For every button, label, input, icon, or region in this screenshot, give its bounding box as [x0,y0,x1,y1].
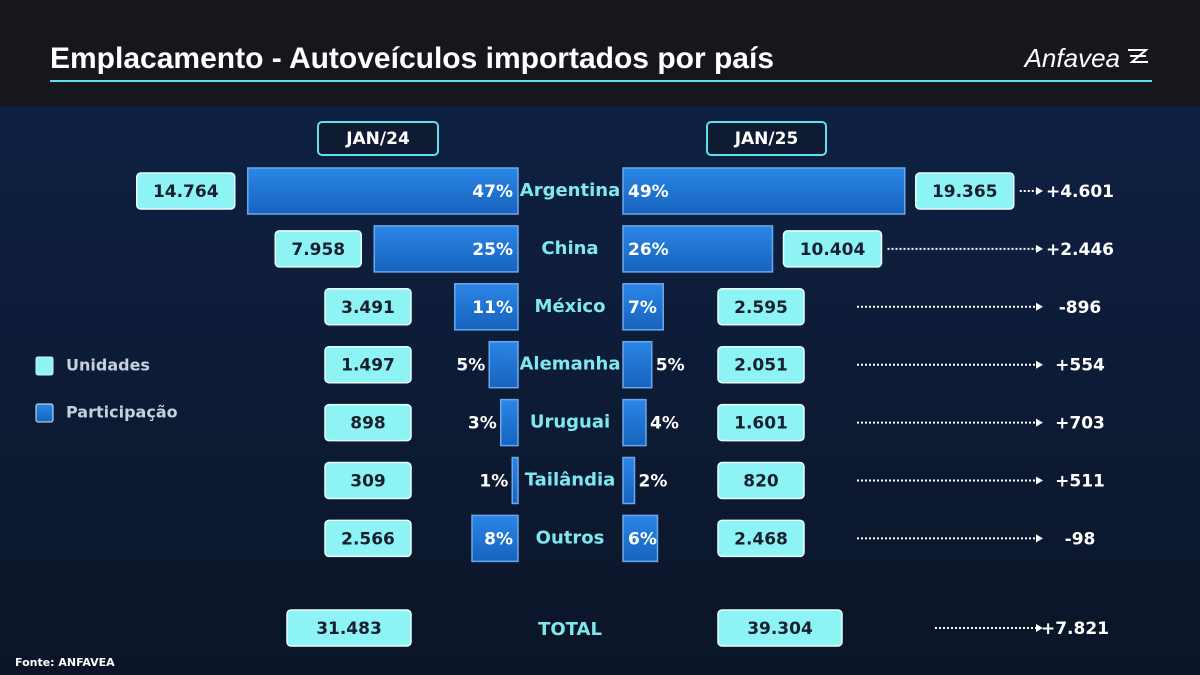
unit-box [717,345,805,384]
unit-box [717,403,805,442]
unit-label: 309 [350,472,386,492]
unit-box [717,461,805,500]
unit-label: 2.051 [734,356,788,376]
logo: Anfavea [1023,43,1120,73]
share-bar [247,167,519,215]
category-label: Alemanha [520,354,621,375]
change-label: +703 [1055,414,1105,434]
category-label: Outros [536,527,605,548]
share-bar [622,514,659,563]
arrow-head [1036,476,1043,485]
source: Fonte: ANFAVEA [15,656,115,669]
arrow-head [1036,302,1043,311]
arrow-head [1036,187,1043,195]
legend-swatch [35,356,54,376]
unit-label: 1.601 [734,414,788,434]
share-bar [622,283,664,331]
category-label: Uruguai [530,412,610,433]
change-label: -896 [1059,298,1102,318]
share-bar [622,398,647,447]
share-label: 3% [468,414,497,434]
arrow-head [1036,244,1043,253]
chart-title: Emplacamento - Autoveículos importados p… [50,42,774,75]
share-label: 49% [628,182,669,202]
unit-label: 1.497 [341,356,395,376]
unit-label: 39.304 [747,619,813,639]
legend-label: Unidades [66,356,150,375]
share-bar [373,225,519,273]
unit-label: 820 [743,472,779,492]
logo-icon [1128,49,1149,63]
unit-label: 3.491 [341,298,395,318]
share-bar [488,340,519,389]
unit-box [717,609,843,647]
unit-label: 7.958 [291,240,345,260]
share-bar [622,456,636,505]
total-label: TOTAL [538,619,602,640]
unit-box [324,519,412,558]
period-label: JAN/25 [734,129,799,149]
unit-box [324,345,412,384]
share-label: 1% [479,472,508,492]
share-label: 5% [656,356,685,376]
share-bar [511,456,519,505]
category-label: Tailândia [525,470,616,491]
unit-box [136,172,236,210]
unit-label: 2.468 [734,529,788,549]
unit-label: 10.404 [800,240,866,260]
share-label: 4% [650,414,679,434]
unit-label: 898 [350,414,386,434]
share-label: 5% [456,356,485,376]
share-bar [454,283,519,331]
period-box [317,121,439,156]
change-label: -98 [1065,529,1096,549]
period-box [706,121,827,156]
category-label: Argentina [520,180,620,201]
legend-swatch [35,403,54,423]
header-band [0,0,1200,106]
share-bar [622,167,906,215]
unit-box [717,288,805,326]
period-label: JAN/24 [345,129,410,149]
unit-box [324,403,412,442]
unit-box [286,609,412,647]
share-label: 6% [628,529,657,549]
unit-label: 2.566 [341,529,395,549]
arrow-head [1036,360,1043,369]
arrow-head [1036,624,1043,632]
unit-label: 2.595 [734,298,788,318]
share-bar [622,225,774,273]
change-label: +2.446 [1046,240,1114,260]
unit-label: 19.365 [932,182,998,202]
share-label: 7% [628,298,657,318]
unit-box [324,461,412,500]
share-bar [471,514,519,563]
unit-label: 31.483 [316,619,382,639]
share-bar [500,398,519,447]
share-label: 26% [628,240,669,260]
arrow-head [1036,418,1043,427]
legend-label: Participação [66,403,178,422]
unit-box [782,230,883,268]
category-label: México [535,296,606,317]
unit-box [324,288,412,326]
unit-box [717,519,805,558]
arrow-head [1036,534,1043,543]
share-bar [622,340,653,389]
share-label: 47% [472,182,513,202]
unit-box [274,230,362,268]
share-label: 2% [639,472,668,492]
change-label: +554 [1055,356,1105,376]
share-label: 11% [472,298,513,318]
change-label: +4.601 [1046,182,1114,202]
total-change-label: +7.821 [1041,619,1109,639]
share-label: 8% [484,529,513,549]
category-label: China [541,238,598,259]
change-label: +511 [1055,472,1105,492]
share-label: 25% [472,240,513,260]
unit-box [915,172,1015,210]
unit-label: 14.764 [153,182,219,202]
